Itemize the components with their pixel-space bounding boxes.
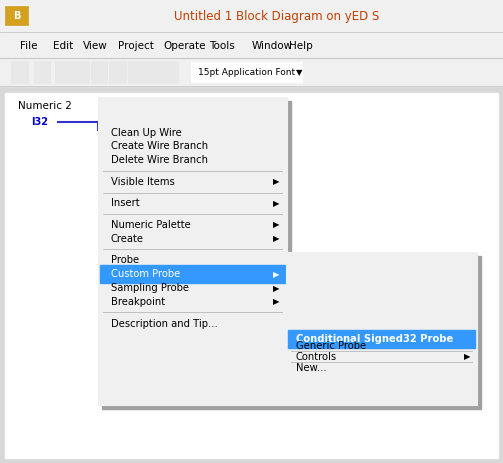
Bar <box>11 61 28 83</box>
Text: Breakpoint: Breakpoint <box>111 297 165 307</box>
Text: Untitled 1 Block Diagram on yED S: Untitled 1 Block Diagram on yED S <box>174 10 379 23</box>
Bar <box>34 61 50 83</box>
Text: 15pt Application Font: 15pt Application Font <box>198 68 295 77</box>
Text: Numeric Palette: Numeric Palette <box>111 220 191 230</box>
Text: Sampling Probe: Sampling Probe <box>111 283 189 293</box>
Text: ▶: ▶ <box>274 270 280 279</box>
Text: View: View <box>83 41 108 51</box>
Bar <box>0 86 503 463</box>
Text: Visible Items: Visible Items <box>111 177 175 187</box>
Text: ▶: ▶ <box>274 234 280 244</box>
Bar <box>286 252 477 405</box>
Text: Probe: Probe <box>111 256 139 265</box>
Text: File: File <box>20 41 38 51</box>
Text: Controls: Controls <box>296 352 337 362</box>
Text: Edit: Edit <box>53 41 73 51</box>
Text: ▶: ▶ <box>464 352 470 362</box>
Text: B: B <box>13 11 20 21</box>
Bar <box>72 61 89 83</box>
Text: Numeric 2: Numeric 2 <box>18 101 72 112</box>
Text: Custom Probe: Custom Probe <box>111 269 180 279</box>
Bar <box>55 61 72 83</box>
Text: ▶: ▶ <box>274 177 280 187</box>
Bar <box>0 32 503 58</box>
Text: ▶: ▶ <box>274 298 280 307</box>
Text: Clean Up Wire: Clean Up Wire <box>111 128 182 138</box>
Bar <box>288 330 475 348</box>
Bar <box>5 6 28 25</box>
Bar <box>20 115 58 130</box>
Bar <box>98 97 287 405</box>
Bar <box>100 265 285 282</box>
Text: ▼: ▼ <box>296 68 302 77</box>
Bar <box>0 0 503 32</box>
Text: Generic Probe: Generic Probe <box>296 341 366 351</box>
Text: Project: Project <box>118 41 154 51</box>
Text: Conditional Signed32 Probe: Conditional Signed32 Probe <box>296 334 453 344</box>
Text: Create Wire Branch: Create Wire Branch <box>111 142 208 151</box>
Bar <box>128 61 144 83</box>
Text: Delete Wire Branch: Delete Wire Branch <box>111 156 208 165</box>
Bar <box>290 256 481 409</box>
Text: Tools: Tools <box>209 41 234 51</box>
Text: Operate: Operate <box>163 41 206 51</box>
Text: ▶: ▶ <box>274 220 280 230</box>
Bar <box>0 58 503 86</box>
Text: Help: Help <box>289 41 313 51</box>
Text: ▶: ▶ <box>274 284 280 293</box>
Bar <box>91 61 107 83</box>
Bar <box>161 61 178 83</box>
Bar <box>144 61 161 83</box>
Text: I32: I32 <box>31 117 48 127</box>
Text: Insert: Insert <box>111 199 139 208</box>
Bar <box>191 62 302 82</box>
Text: ▶: ▶ <box>274 199 280 208</box>
Bar <box>102 101 291 409</box>
Text: Window: Window <box>252 41 293 51</box>
Bar <box>109 61 126 83</box>
Bar <box>5 93 498 458</box>
Text: Description and Tip...: Description and Tip... <box>111 319 217 329</box>
Text: Numeric: Numeric <box>129 101 173 112</box>
Text: New...: New... <box>296 363 326 373</box>
Text: Create: Create <box>111 234 144 244</box>
